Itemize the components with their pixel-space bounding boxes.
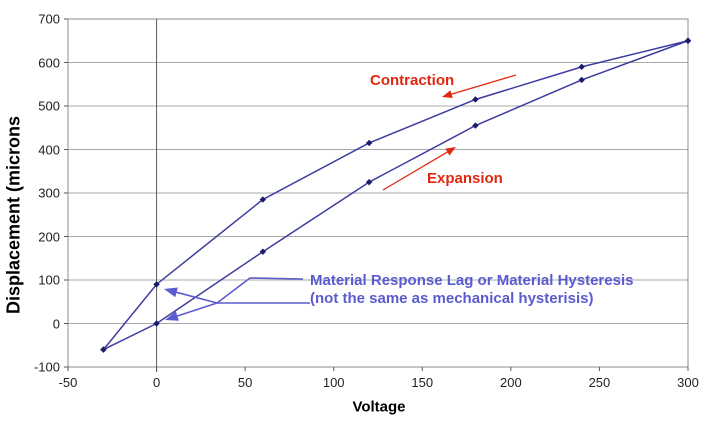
x-tick-label: 200	[499, 375, 522, 390]
x-tick-label: -50	[58, 375, 78, 390]
hysteresis-note-line1: Material Response Lag or Material Hyster…	[310, 272, 634, 289]
x-tick-label: 300	[677, 375, 699, 390]
data-point-marker	[100, 346, 107, 353]
x-tick-label: 0	[152, 375, 161, 390]
data-point-marker	[365, 139, 373, 147]
y-tick-label: 0	[52, 316, 60, 331]
data-point-marker	[472, 122, 479, 129]
data-point-marker	[684, 37, 692, 44]
data-point-marker	[259, 248, 267, 255]
x-tick-label: 250	[588, 375, 611, 390]
tick-marks	[64, 18, 689, 371]
y-tick-label: 700	[38, 11, 60, 27]
expansion-label: Expansion	[427, 170, 503, 187]
y-tick-label: 300	[38, 185, 60, 201]
x-tick-label: 100	[322, 375, 345, 390]
hysteresis-note: Material Response Lag or Material Hyster…	[310, 272, 633, 308]
data-point-marker	[578, 63, 585, 71]
x-tick-label: 150	[411, 375, 434, 390]
y-tick-label: 500	[38, 98, 60, 114]
data-point-marker	[153, 320, 160, 327]
note-leader-arrows	[164, 277, 310, 321]
x-axis-title: Voltage	[352, 398, 406, 416]
y-axis-title: Displacement (microns	[3, 115, 24, 315]
data-point-marker	[259, 196, 267, 203]
data-point-marker	[472, 96, 479, 103]
data-point-marker	[153, 281, 160, 288]
series-markers-contraction	[100, 37, 692, 353]
y-tick-label: 100	[38, 272, 60, 288]
y-tick-label: 600	[38, 55, 60, 70]
y-tick-label: -100	[33, 359, 60, 375]
red-annotation-arrows	[382, 74, 517, 191]
data-point-marker	[365, 178, 373, 186]
x-tick-label: 50	[237, 375, 253, 390]
hysteresis-note-line2: (not the same as mechanical hysterisis)	[310, 290, 594, 307]
y-tick-label: 200	[38, 229, 60, 244]
y-tick-label: 400	[38, 142, 60, 157]
data-point-marker	[578, 76, 585, 84]
contraction-label: Contraction	[370, 72, 455, 89]
